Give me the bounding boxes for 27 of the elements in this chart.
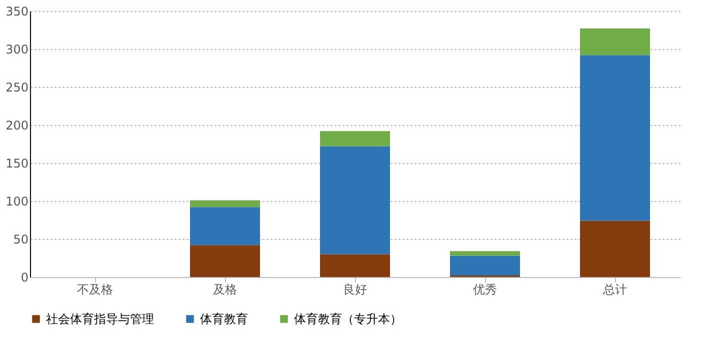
legend-label: 体育教育（专升本） — [294, 312, 402, 326]
bar — [320, 254, 390, 277]
x-tick-label: 总计 — [602, 282, 627, 296]
bar — [320, 146, 390, 254]
bar — [580, 220, 650, 277]
bar — [190, 200, 260, 208]
y-tick-label: 200 — [6, 118, 28, 132]
y-tick-label: 0 — [20, 270, 28, 284]
y-tick-label: 250 — [6, 80, 28, 94]
x-tick-label: 及格 — [213, 282, 237, 296]
legend-label: 社会体育指导与管理 — [46, 312, 154, 326]
y-tick-label: 300 — [6, 42, 28, 56]
bar — [450, 256, 520, 276]
y-tick-label: 350 — [6, 4, 28, 18]
x-tick-label: 优秀 — [473, 282, 497, 296]
bar — [450, 251, 520, 256]
bar — [320, 131, 390, 146]
bar — [190, 207, 260, 246]
bar — [580, 28, 650, 56]
y-tick-label: 50 — [13, 232, 28, 246]
y-tick-label: 100 — [6, 194, 28, 208]
legend-label: 体育教育 — [200, 312, 248, 326]
bar — [580, 55, 650, 221]
x-tick-label: 良好 — [343, 282, 367, 296]
y-tick-label: 150 — [6, 156, 28, 170]
bar — [190, 245, 260, 277]
x-tick-label: 不及格 — [77, 282, 113, 296]
